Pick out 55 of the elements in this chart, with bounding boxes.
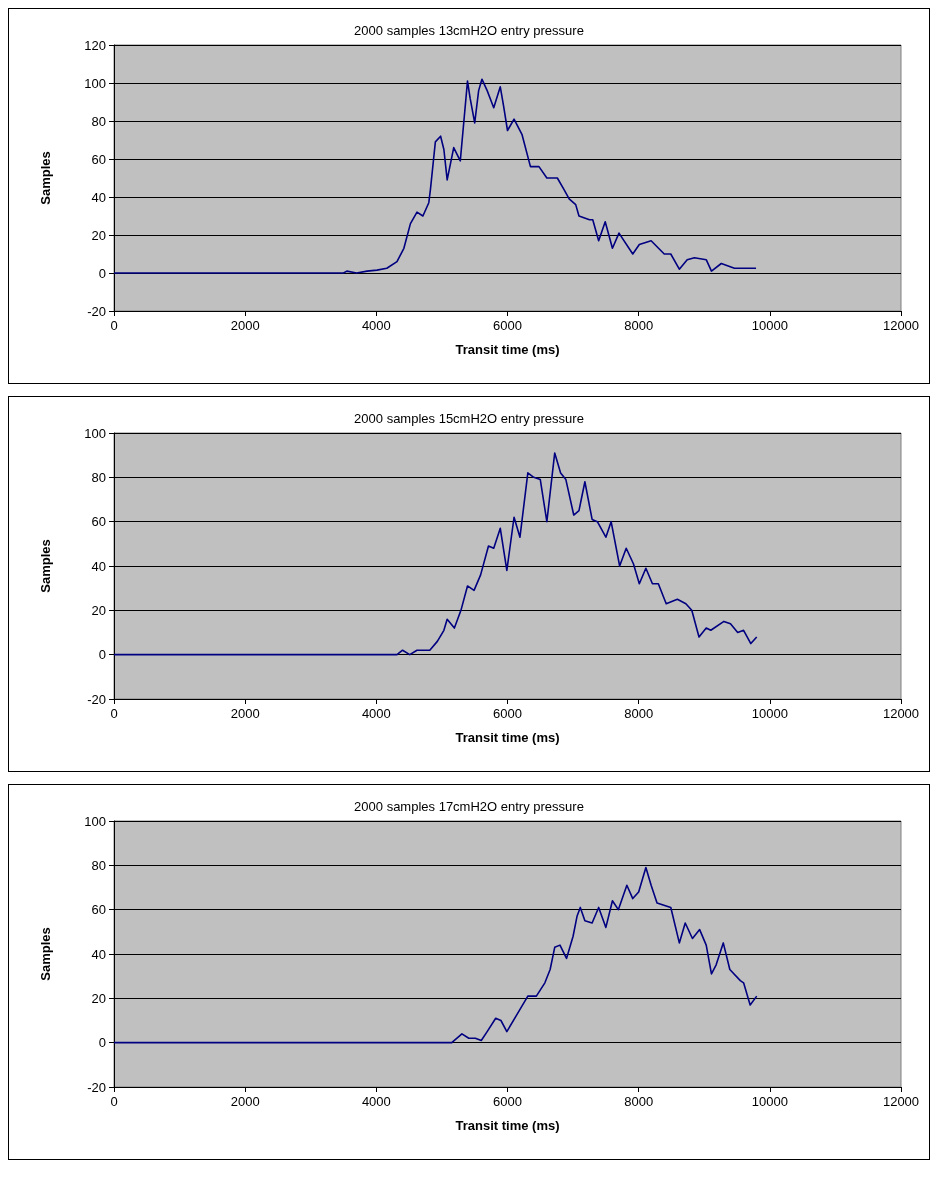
x-tick-label: 8000 <box>624 318 654 333</box>
line-series <box>113 866 758 1044</box>
x-tick-label: 6000 <box>493 706 522 721</box>
x-tick-label: 4000 <box>361 1094 391 1109</box>
y-tick-label: 80 <box>91 113 106 129</box>
y-tick-label: 60 <box>91 151 106 167</box>
y-tick-label: 40 <box>91 189 106 205</box>
x-tick-label: 8000 <box>624 1094 654 1109</box>
x-tick-label: 0 <box>110 318 118 333</box>
y-tick-label: 0 <box>98 1035 106 1051</box>
x-tick-label: 6000 <box>493 1094 522 1109</box>
x-tick-label: 12000 <box>882 1094 920 1109</box>
y-tick-label: 120 <box>84 37 106 53</box>
y-tick-label: 0 <box>98 647 106 663</box>
x-axis-title: Transit time (ms) <box>455 1118 560 1133</box>
y-tick-label: -20 <box>87 691 106 707</box>
x-tick-label: 10000 <box>751 706 788 721</box>
x-tick-label: 0 <box>110 706 118 721</box>
line-series <box>113 452 758 656</box>
x-tick-label: 8000 <box>624 706 654 721</box>
y-tick-label: 0 <box>98 265 106 281</box>
x-tick-label: 4000 <box>361 318 391 333</box>
y-tick-label: 100 <box>84 425 106 441</box>
x-axis-title: Transit time (ms) <box>455 342 560 357</box>
x-tick-label: 6000 <box>493 318 522 333</box>
y-axis-title: Samples <box>38 927 53 981</box>
y-tick-label: 100 <box>84 75 106 91</box>
chart-title: 2000 samples 13cmH2O entry pressure <box>354 23 584 38</box>
x-tick-label: 2000 <box>230 706 260 721</box>
x-tick-label: 10000 <box>751 1094 788 1109</box>
y-tick-label: -20 <box>87 303 106 319</box>
y-tick-label: 100 <box>84 813 106 829</box>
y-tick-label: 80 <box>91 469 106 485</box>
y-tick-label: 20 <box>91 602 106 618</box>
y-tick-label: 60 <box>91 514 106 530</box>
x-tick-label: 4000 <box>361 706 391 721</box>
x-tick-label: 2000 <box>230 1094 260 1109</box>
y-axis-title: Samples <box>38 539 53 593</box>
y-tick-label: -20 <box>87 1079 106 1095</box>
y-tick-label: 20 <box>91 227 106 243</box>
x-tick-label: 2000 <box>230 318 260 333</box>
y-tick-label: 80 <box>91 857 106 873</box>
y-tick-label: 40 <box>91 946 106 962</box>
y-tick-label: 40 <box>91 558 106 574</box>
line-series <box>113 78 757 274</box>
x-axis-title: Transit time (ms) <box>455 730 560 745</box>
y-axis-title: Samples <box>38 151 53 205</box>
y-tick-label: 60 <box>91 902 106 918</box>
chart-title: 2000 samples 17cmH2O entry pressure <box>354 799 584 814</box>
y-tick-label: 20 <box>91 990 106 1006</box>
x-tick-label: 12000 <box>882 318 920 333</box>
x-tick-label: 12000 <box>882 706 920 721</box>
x-tick-label: 10000 <box>751 318 788 333</box>
x-tick-label: 0 <box>110 1094 118 1109</box>
chart-title: 2000 samples 15cmH2O entry pressure <box>354 411 584 426</box>
